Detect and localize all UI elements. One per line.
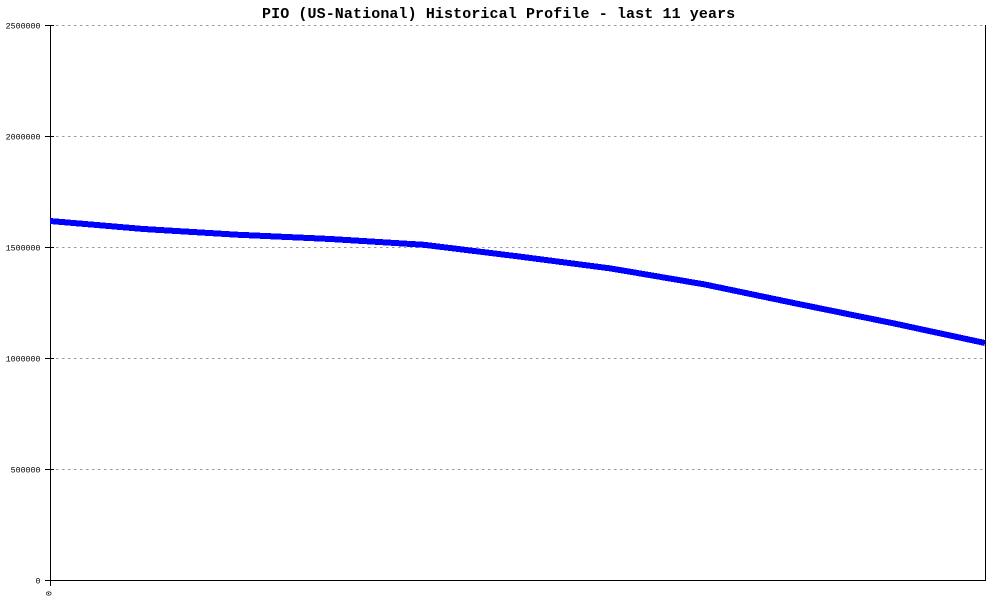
svg-text:0: 0: [46, 591, 55, 596]
svg-text:500000: 500000: [11, 466, 41, 475]
svg-text:2500000: 2500000: [6, 22, 41, 31]
svg-text:PIO (US-National) Historical P: PIO (US-National) Historical Profile - l…: [262, 6, 735, 23]
svg-text:2000000: 2000000: [6, 133, 41, 142]
svg-text:0: 0: [36, 577, 41, 586]
svg-text:1000000: 1000000: [6, 355, 41, 364]
svg-text:1500000: 1500000: [6, 244, 41, 253]
